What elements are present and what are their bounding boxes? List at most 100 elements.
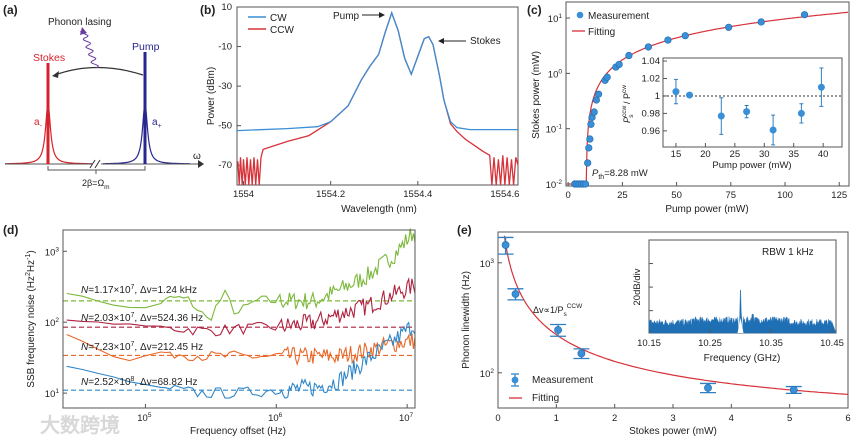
c-xtick-label: 125 xyxy=(831,190,847,201)
c-data-point xyxy=(681,32,689,40)
c-ytick-label: 10-2 xyxy=(546,179,563,191)
b-series-cw xyxy=(236,10,518,132)
c-inset-data-point xyxy=(685,91,693,99)
b-ylabel: Power (dBm) xyxy=(206,67,217,125)
c-inset-data-point xyxy=(769,126,777,134)
e-data-point xyxy=(511,290,520,298)
c-inset-ytick-label: 1.02 xyxy=(642,74,661,85)
c-inset-xtick-label: 35 xyxy=(788,149,799,160)
e-data-point xyxy=(577,349,586,358)
d-xtick-label: 107 xyxy=(399,412,414,424)
d-plot-frame xyxy=(62,229,416,409)
e-data-point xyxy=(501,241,510,249)
e-legend-fitting-label: Fitting xyxy=(532,393,559,404)
e-data-point xyxy=(554,326,562,334)
spacing-label: 2β=Ωm xyxy=(82,178,110,191)
d-xlabel: Frequency offset (Hz) xyxy=(190,426,286,437)
phonon-lasing-label: Phonon lasing xyxy=(48,17,111,28)
c-data-point xyxy=(603,73,611,81)
e-xtick-label: 3 xyxy=(670,413,675,424)
stokes-label: Stokes xyxy=(33,52,65,64)
panel-label-a: (a) xyxy=(3,3,18,17)
axis-break-icon xyxy=(89,159,101,169)
a-plus-label: a+ xyxy=(152,117,162,130)
e-inset-xtick-label: 10.45 xyxy=(820,338,844,349)
c-inset-frame xyxy=(662,57,843,148)
c-inset-xtick-label: 30 xyxy=(759,149,770,160)
c-xlabel: Pump power (mW) xyxy=(665,204,748,215)
c-inset-data-point xyxy=(717,112,725,120)
omega-label: ω xyxy=(193,151,201,162)
c-inset-ytick-label: 0.96 xyxy=(642,126,661,137)
e-xtick-label: 6 xyxy=(845,413,850,424)
c-inset-xtick-label: 40 xyxy=(818,149,829,160)
e-ytick-label: 103 xyxy=(480,258,495,270)
b-ytick-label: -50 xyxy=(218,121,232,132)
c-inset-ylabel: Pccws / Pcw xyxy=(621,85,635,123)
b-pump-arrowhead-icon xyxy=(379,12,385,18)
c-data-point xyxy=(587,120,595,128)
stokes-line xyxy=(46,63,50,164)
c-inset-data-point xyxy=(797,109,805,117)
c-data-point xyxy=(584,159,592,167)
c-xtick-label: 100 xyxy=(777,190,793,201)
e-inset-spectrum xyxy=(648,290,837,334)
b-xtick-label: 1554.4 xyxy=(403,189,432,200)
b-plot-frame xyxy=(236,6,519,186)
panel-label-b: (b) xyxy=(200,3,215,17)
c-data-point xyxy=(581,180,590,188)
d-xtick-label: 106 xyxy=(268,412,283,424)
c-inset-xtick-label: 20 xyxy=(700,149,711,160)
b-pump-annotation: Pump xyxy=(333,11,360,22)
c-inset-data-point xyxy=(817,83,825,91)
c-legend-fitting-label: Fitting xyxy=(588,27,615,38)
e-xtick-label: 5 xyxy=(787,413,792,424)
e-xtick-label: 4 xyxy=(729,413,734,424)
c-data-point xyxy=(757,18,765,26)
c-data-point xyxy=(664,36,672,44)
c-inset-ytick-label: 0.98 xyxy=(642,108,661,119)
c-inset-ytick-label: 1.04 xyxy=(642,56,661,67)
d-series-label-4: N=2.52×108, Δv=68.82 Hz xyxy=(81,376,198,388)
b-stokes-arrowhead-icon xyxy=(438,38,444,44)
d-ytick-label: 102 xyxy=(45,317,60,329)
e-inset-xtick-label: 10.35 xyxy=(759,338,783,349)
c-inset-data-point xyxy=(743,108,751,116)
e-inset-xlabel: Frequency (GHz) xyxy=(704,353,781,364)
frequency-axis-arrowhead-icon xyxy=(198,160,204,168)
d-ytick-label: 103 xyxy=(45,246,60,258)
b-ytick-label: -70 xyxy=(218,160,232,171)
spacing-bracket xyxy=(47,166,146,174)
c-inset-xlabel: Pump power (mW) xyxy=(712,160,791,171)
phonon-arrowhead-icon xyxy=(80,27,87,35)
c-xtick-label: 0 xyxy=(566,190,571,201)
d-ylabel: SSB frequency noise (Hz2Hz-1) xyxy=(25,250,37,387)
d-series-line xyxy=(66,333,416,366)
e-inset-ylabel: 20dB/div xyxy=(632,268,643,305)
c-data-point xyxy=(615,60,623,69)
c-xtick-label: 25 xyxy=(617,190,628,201)
panel-label-e: (e) xyxy=(457,223,472,237)
d-series-line xyxy=(66,277,416,337)
panel-label-d: (d) xyxy=(3,223,18,237)
d-series-line xyxy=(66,321,416,399)
c-data-point xyxy=(644,43,653,51)
c-legend-measurement-label: Measurement xyxy=(588,11,649,22)
scattering-arrow xyxy=(54,66,144,76)
phonon-wavy-arrow xyxy=(80,29,99,69)
c-data-point xyxy=(585,144,593,152)
b-xtick-label: 1554.2 xyxy=(316,189,345,200)
b-ytick-label: -30 xyxy=(218,81,232,92)
b-legend-ccw-label: CCW xyxy=(270,25,294,36)
e-inset-xtick-label: 10.25 xyxy=(698,338,722,349)
c-legend-measurement-marker xyxy=(576,11,584,19)
e-data-point xyxy=(704,383,712,392)
e-ytick-label: 102 xyxy=(480,368,495,380)
c-inset-xtick-label: 15 xyxy=(671,149,682,160)
c-inset-data-point xyxy=(672,88,680,96)
c-ytick-label: 10-1 xyxy=(546,124,563,136)
e-xtick-label: 0 xyxy=(495,413,500,424)
watermark: 大数跨境 xyxy=(40,413,120,437)
e-xtick-label: 2 xyxy=(612,413,617,424)
